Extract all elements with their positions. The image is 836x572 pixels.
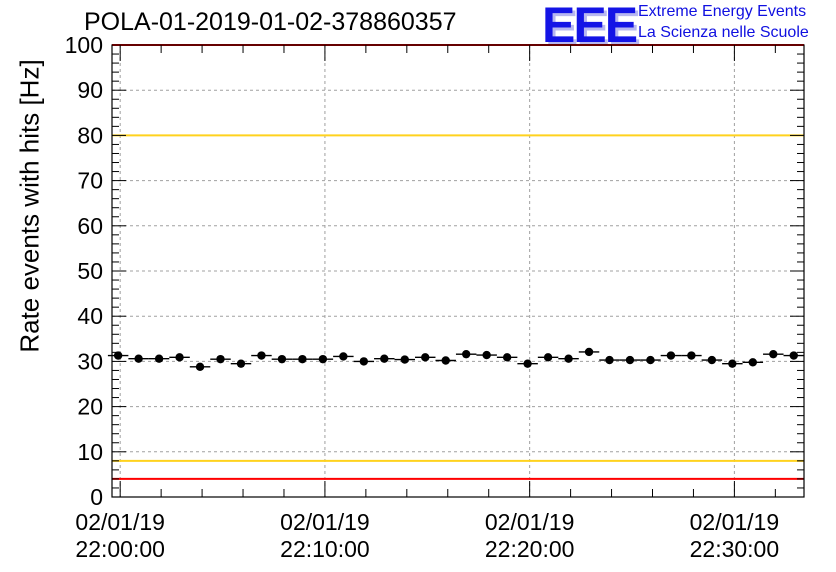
data-point	[523, 359, 532, 368]
y-tick-label: 50	[77, 258, 103, 284]
data-point	[625, 355, 635, 365]
data-point	[666, 351, 676, 360]
data-point	[748, 358, 758, 367]
data-point	[380, 354, 389, 363]
logo-caption-line2: La Scienza nelle Scuole	[638, 24, 809, 41]
data-point	[400, 355, 409, 364]
data-point	[236, 359, 246, 368]
data-point	[789, 351, 798, 360]
data-point	[646, 355, 655, 365]
x-tick-date-label: 02/01/19	[485, 509, 575, 535]
y-tick-label: 20	[77, 394, 103, 420]
x-tick-date-label: 02/01/19	[75, 509, 165, 535]
x-tick-time-label: 22:20:00	[485, 536, 575, 562]
tick-labels: 010203040506070809010002/01/1922:00:0002…	[65, 32, 780, 562]
data-point	[134, 354, 143, 363]
y-tick-label: 70	[77, 168, 103, 194]
data-point	[113, 351, 123, 360]
x-tick-time-label: 22:30:00	[690, 536, 780, 562]
data-point	[175, 353, 184, 362]
data-point	[707, 355, 717, 365]
y-tick-label: 60	[77, 213, 103, 239]
y-tick-label: 0	[90, 484, 103, 510]
y-tick-label: 40	[77, 303, 103, 329]
data-point	[461, 349, 471, 359]
data-point	[564, 354, 573, 363]
data-point	[195, 362, 205, 372]
data-points	[107, 347, 804, 372]
data-point	[421, 353, 430, 362]
y-tick-label: 100	[65, 32, 103, 58]
data-point	[543, 353, 553, 362]
data-point	[277, 354, 287, 364]
x-tick-time-label: 22:00:00	[75, 536, 165, 562]
data-point	[216, 354, 225, 364]
chart-title: POLA-01-2019-01-02-378860357	[84, 8, 457, 36]
y-tick-label: 10	[77, 439, 103, 465]
axes	[111, 44, 805, 498]
data-point	[584, 347, 594, 357]
data-point	[502, 353, 512, 362]
eee-logo: EEE	[542, 0, 638, 53]
data-point	[482, 350, 491, 360]
data-point	[257, 351, 266, 360]
data-point	[769, 349, 778, 359]
x-tick-time-label: 22:10:00	[280, 536, 370, 562]
grid-lines	[112, 45, 804, 497]
data-point	[359, 357, 369, 366]
data-point	[339, 352, 348, 361]
logo-caption-line1: Extreme Energy Events	[638, 3, 807, 20]
data-point	[687, 351, 696, 360]
data-point	[605, 355, 614, 365]
data-point	[154, 354, 164, 363]
data-point	[441, 356, 450, 365]
x-tick-date-label: 02/01/19	[690, 509, 780, 535]
y-tick-label: 90	[77, 77, 103, 103]
reference-lines	[112, 44, 804, 480]
x-tick-date-label: 02/01/19	[280, 509, 370, 535]
y-tick-label: 80	[77, 122, 103, 148]
data-point	[728, 359, 737, 368]
data-point	[298, 354, 307, 364]
data-point	[318, 354, 328, 364]
y-tick-label: 30	[77, 348, 103, 374]
